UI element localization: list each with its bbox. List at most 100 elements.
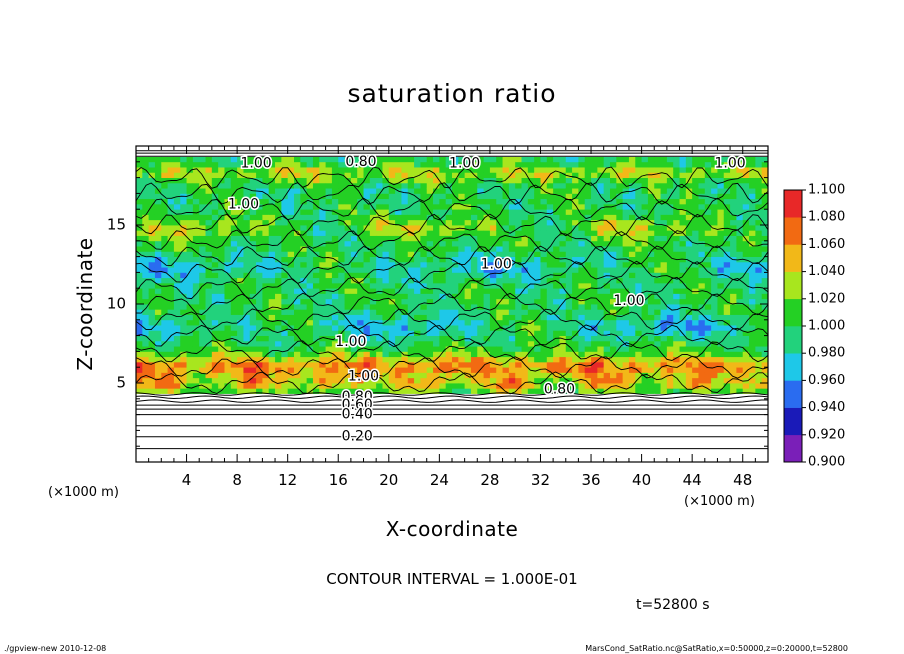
field-cell: [148, 172, 156, 178]
field-cell: [268, 188, 276, 194]
field-cell: [515, 314, 522, 321]
field-cell: [464, 235, 472, 242]
field-cell: [515, 409, 522, 415]
field-cell: [578, 156, 586, 163]
field-cell: [331, 309, 339, 315]
field-cell: [142, 414, 150, 421]
field-cell: [578, 425, 586, 431]
field-cell: [350, 367, 358, 373]
field-cell: [205, 230, 213, 236]
field-cell: [186, 393, 194, 400]
field-cell: [363, 267, 371, 273]
field-cell: [262, 298, 270, 305]
field-cell: [527, 246, 535, 252]
field-cell: [458, 225, 466, 231]
field-cell: [294, 335, 301, 342]
field-cell: [363, 367, 371, 373]
field-cell: [527, 309, 535, 315]
field-cell: [167, 235, 175, 242]
field-cell: [312, 282, 320, 289]
field-cell: [249, 309, 257, 315]
field-cell: [237, 309, 244, 315]
field-cell: [319, 167, 326, 173]
field-cell: [224, 404, 232, 410]
field-cell: [401, 219, 409, 226]
field-cell: [508, 203, 516, 210]
field-cell: [622, 277, 630, 284]
field-cell: [230, 425, 238, 431]
field-cell: [414, 309, 421, 315]
field-cell: [369, 393, 377, 400]
field-cell: [363, 203, 371, 210]
field-cell: [433, 388, 440, 394]
field-cell: [420, 219, 428, 226]
field-cell: [344, 319, 352, 326]
field-cell: [199, 225, 206, 231]
field-cell: [452, 356, 459, 363]
field-cell: [243, 361, 251, 368]
field-cell: [262, 430, 270, 437]
field-cell: [268, 203, 276, 210]
field-cell: [363, 351, 371, 358]
field-cell: [173, 340, 181, 347]
field-cell: [256, 435, 263, 442]
field-cell: [136, 325, 143, 331]
field-cell: [205, 383, 213, 389]
field-cell: [218, 314, 225, 321]
field-cell: [186, 172, 194, 178]
field-cell: [496, 272, 503, 279]
field-cell: [464, 151, 472, 157]
field-cell: [521, 456, 529, 462]
field-cell: [243, 388, 251, 394]
field-cell: [622, 314, 630, 321]
field-cell: [287, 425, 295, 431]
field-cell: [452, 146, 459, 152]
field-cell: [249, 346, 257, 352]
field-cell: [395, 172, 402, 178]
field-cell: [148, 198, 156, 205]
field-cell: [401, 172, 409, 178]
field-cell: [224, 419, 232, 426]
field-cell: [325, 167, 333, 173]
field-cell: [325, 351, 333, 358]
field-cell: [546, 393, 554, 400]
field-cell: [312, 425, 320, 431]
field-cell: [433, 361, 440, 368]
field-cell: [439, 346, 447, 352]
field-cell: [319, 182, 326, 189]
field-cell: [502, 267, 510, 273]
field-cell: [180, 272, 187, 279]
field-cell: [546, 156, 554, 163]
field-cell: [211, 425, 219, 431]
field-cell: [211, 356, 219, 363]
field-cell: [628, 235, 636, 242]
field-cell: [230, 188, 238, 194]
field-cell: [167, 372, 175, 379]
field-cell: [622, 188, 630, 194]
field-cell: [477, 319, 484, 326]
field-cell: [591, 172, 598, 178]
field-cell: [319, 319, 326, 326]
field-cell: [433, 161, 440, 168]
field-cell: [534, 340, 541, 347]
field-cell: [369, 409, 377, 415]
field-cell: [407, 435, 415, 442]
field-cell: [186, 225, 194, 231]
field-cell: [382, 298, 390, 305]
field-cell: [167, 272, 175, 279]
field-cell: [502, 193, 510, 200]
field-cell: [230, 230, 238, 236]
field-cell: [610, 277, 617, 284]
field-cell: [591, 230, 598, 236]
field-cell: [281, 440, 289, 447]
field-cell: [211, 383, 219, 389]
field-cell: [186, 435, 194, 442]
field-cell: [249, 419, 257, 426]
field-cell: [553, 251, 560, 257]
field-cell: [597, 277, 605, 284]
field-cell: [622, 435, 630, 442]
field-cell: [597, 377, 605, 384]
field-cell: [306, 372, 314, 379]
field-cell: [527, 203, 535, 210]
field-cell: [363, 404, 371, 410]
